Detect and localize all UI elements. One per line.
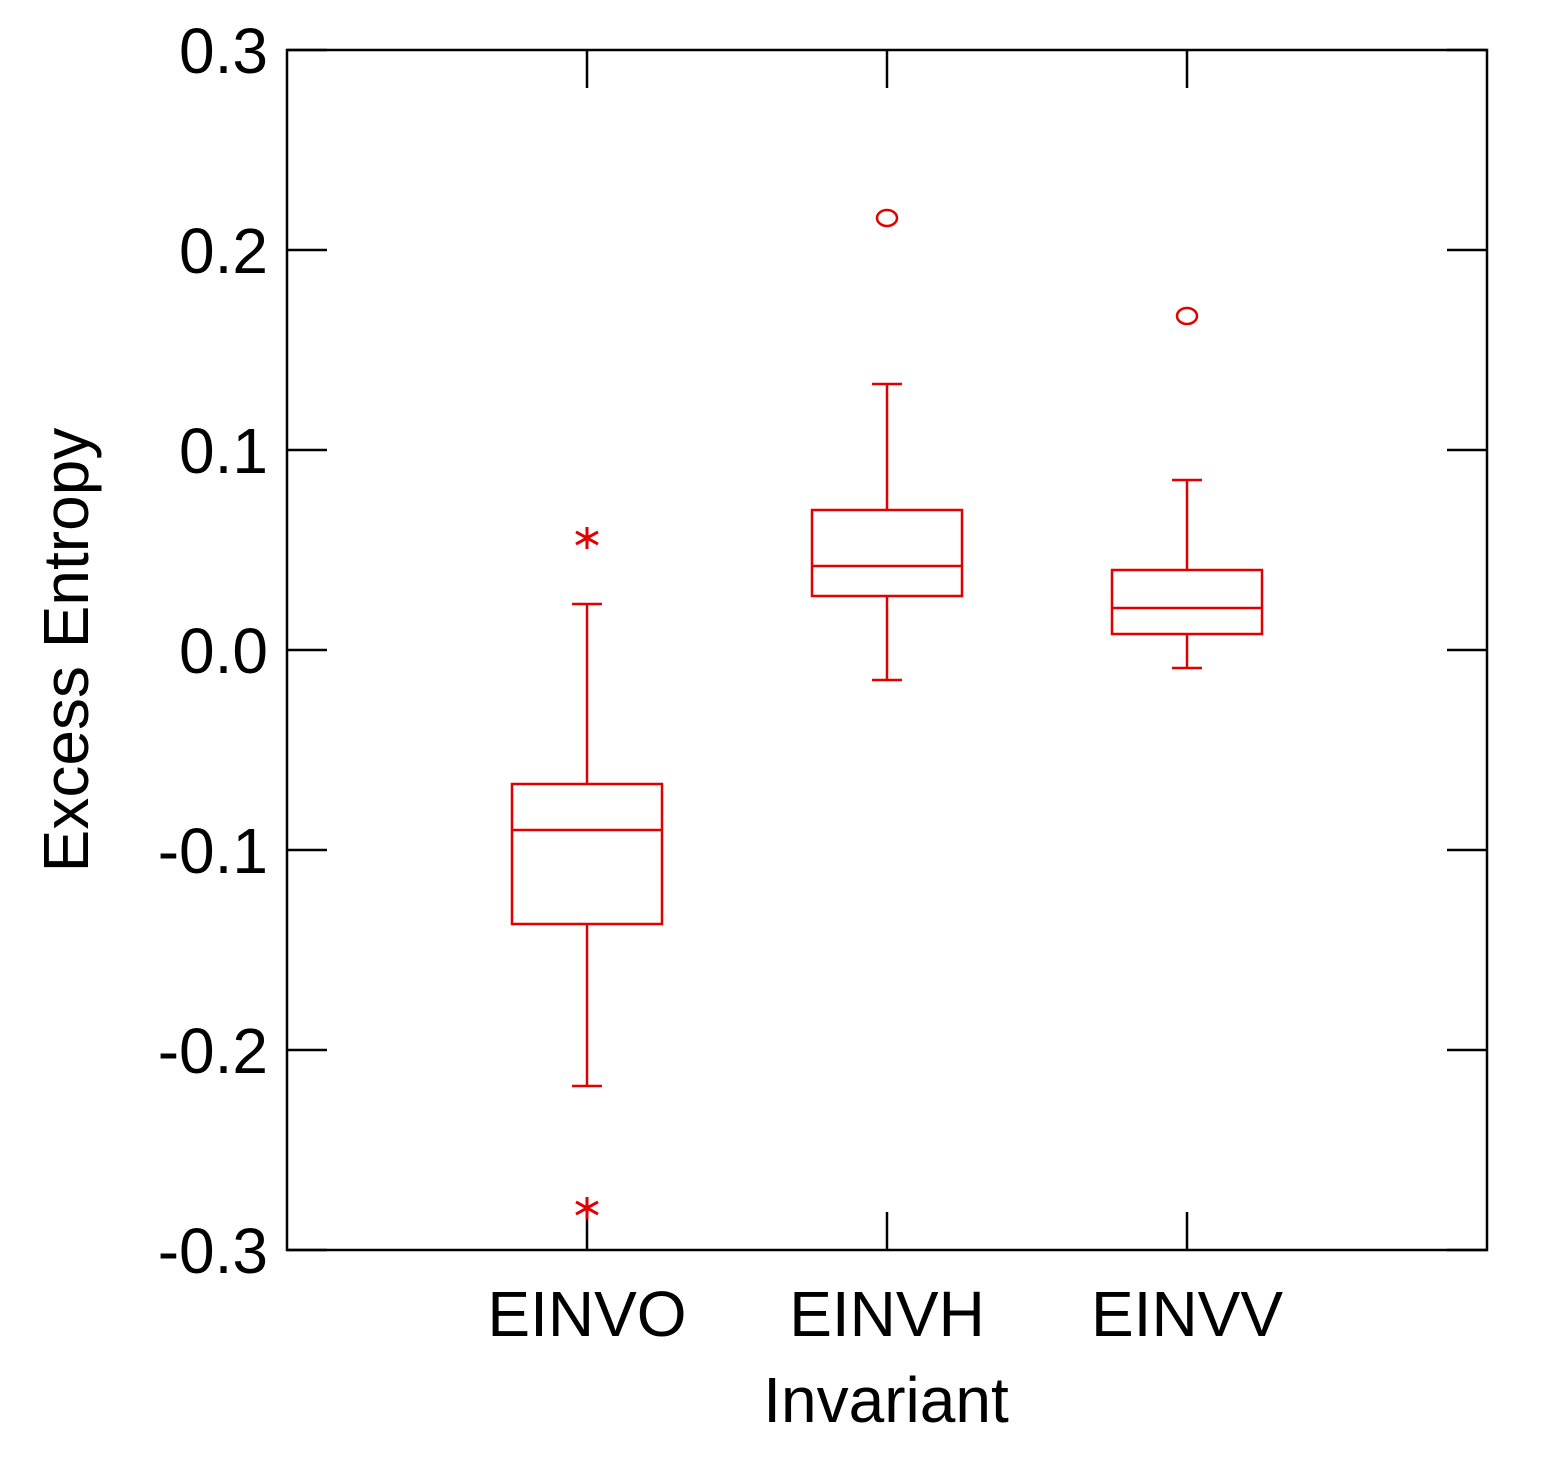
y-tick-label: 0.1 [179, 415, 268, 487]
y-axis-label: Excess Entropy [30, 428, 102, 873]
box-einvv [1110, 306, 1264, 670]
star-stroke [575, 1200, 599, 1216]
y-tick-label: 0.0 [179, 615, 268, 687]
iqr-box [510, 782, 664, 926]
x-tick-label: EINVO [487, 1278, 686, 1350]
x-tick-label: EINVV [1091, 1278, 1283, 1350]
outlier-star [575, 1197, 599, 1219]
outlier-circle [875, 208, 899, 228]
star-stroke [575, 530, 599, 546]
box-einvh [810, 208, 964, 682]
x-axis-label: Invariant [763, 1364, 1009, 1436]
y-axis: 0.3 0.2 0.1 0.0 -0.1 -0.2 -0.3 [158, 15, 1487, 1287]
y-tick-label: 0.2 [179, 215, 268, 287]
y-tick-label: -0.2 [158, 1015, 268, 1087]
outlier-star [575, 527, 599, 549]
y-tick-label: -0.1 [158, 815, 268, 887]
iqr-box [810, 508, 964, 598]
x-axis: EINVO EINVH EINVV [487, 50, 1283, 1350]
y-tick-label: 0.3 [179, 15, 268, 87]
box-series [510, 208, 1264, 1219]
iqr-box [1110, 568, 1264, 636]
box-einvo [510, 527, 664, 1219]
x-tick-label: EINVH [789, 1278, 985, 1350]
outlier-circle [1175, 306, 1199, 326]
y-tick-label: -0.3 [158, 1215, 268, 1287]
